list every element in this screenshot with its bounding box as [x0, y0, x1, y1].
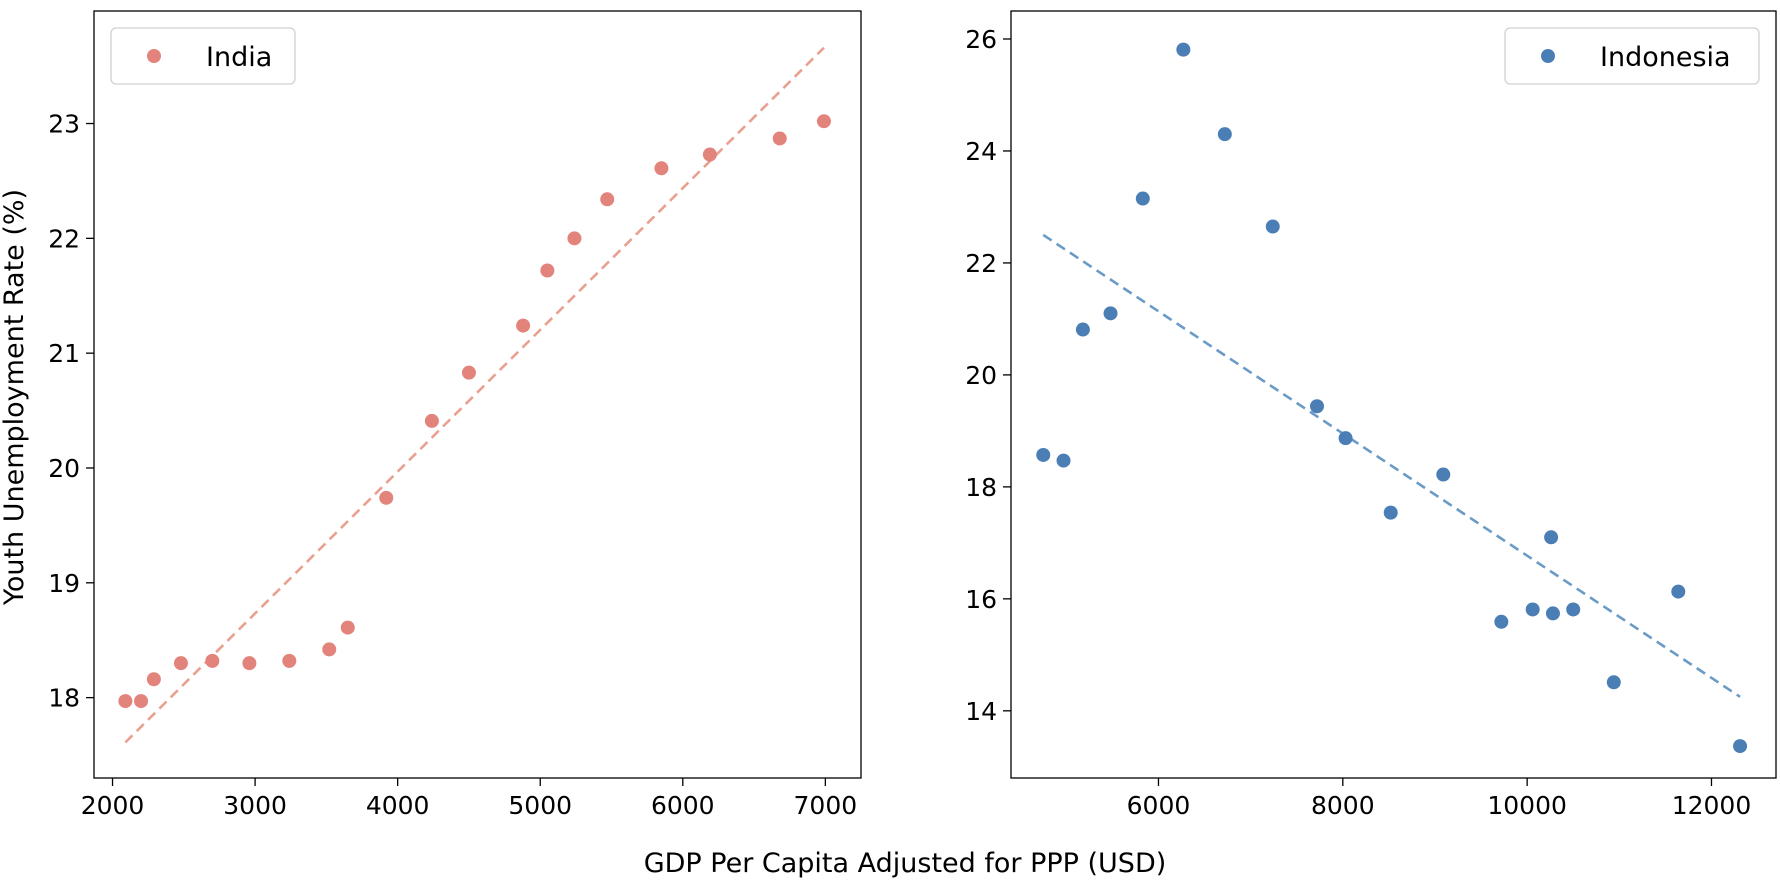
- india-y-tick-label-20: 20: [48, 454, 80, 483]
- indonesia-y-tick-label-26: 26: [965, 25, 997, 54]
- indonesia-point-6: [1176, 42, 1191, 57]
- india-point-5: [205, 653, 220, 668]
- india-point-4: [173, 656, 188, 671]
- indonesia-x-tick-label-12000: 12000: [1672, 791, 1752, 820]
- indonesia-y-tick-label-24: 24: [965, 137, 997, 166]
- india-point-8: [322, 642, 337, 657]
- india-point-12: [461, 365, 476, 380]
- india-x-tick-label-4000: 4000: [366, 791, 430, 820]
- indonesia-x-tick-label-10000: 10000: [1487, 791, 1567, 820]
- india-point-16: [600, 192, 615, 207]
- india-x-tick-label-2000: 2000: [81, 791, 145, 820]
- india-legend-box: [110, 27, 296, 85]
- india-point-15: [567, 231, 582, 246]
- indonesia-point-19: [1671, 584, 1686, 599]
- indonesia-point-12: [1436, 467, 1451, 482]
- india-y-tick-label-21: 21: [48, 339, 80, 368]
- india-point-9: [340, 620, 355, 635]
- india-y-tick-label-22: 22: [48, 224, 80, 253]
- indonesia-y-tick-label-14: 14: [965, 697, 997, 726]
- indonesia-point-8: [1265, 219, 1280, 234]
- indonesia-point-18: [1606, 675, 1621, 690]
- indonesia-point-16: [1545, 606, 1560, 621]
- indonesia-point-11: [1383, 505, 1398, 520]
- indonesia-plot-frame: [1010, 10, 1777, 779]
- indonesia-x-tick-label-8000: 8000: [1311, 791, 1375, 820]
- india-panel: 2000 3000 4000 5000 6000 7000 18 19 20 21 22 23 Indi…: [48, 10, 862, 820]
- india-point-1: [118, 694, 133, 709]
- indonesia-point-5: [1135, 191, 1150, 206]
- indonesia-point-13: [1494, 614, 1509, 629]
- indonesia-point-9: [1310, 399, 1324, 414]
- indonesia-point-3: [1075, 322, 1090, 337]
- india-legend: India: [110, 27, 296, 85]
- india-point-20: [816, 114, 831, 129]
- india-trend-line: [124, 46, 825, 744]
- indonesia-y-tick-label-22: 22: [965, 249, 997, 278]
- india-point-14: [540, 263, 555, 278]
- indonesia-y-tick-label-16: 16: [965, 585, 997, 614]
- india-point-7: [282, 653, 297, 668]
- india-legend-label: India: [206, 42, 272, 73]
- indonesia-point-2: [1056, 453, 1071, 468]
- india-x-tick-label-5000: 5000: [508, 791, 572, 820]
- indonesia-legend-box: [1504, 27, 1760, 85]
- indonesia-legend-marker: [1541, 49, 1555, 63]
- indonesia-legend-label: Indonesia: [1600, 42, 1731, 73]
- india-point-17: [654, 161, 669, 176]
- india-y-tick-label-23: 23: [48, 110, 80, 139]
- india-point-10: [379, 490, 394, 505]
- india-x-tick-label-6000: 6000: [651, 791, 715, 820]
- india-y-tick-label-19: 19: [48, 569, 80, 598]
- indonesia-y-tick-label-20: 20: [965, 361, 997, 390]
- indonesia-x-tick-label-6000: 6000: [1127, 791, 1191, 820]
- y-axis-label: Youth Unemployment Rate (%): [0, 189, 30, 606]
- indonesia-point-20: [1733, 739, 1748, 754]
- india-point-18: [702, 147, 717, 162]
- x-axis-label: GDP Per Capita Adjusted for PPP (USD): [644, 848, 1167, 879]
- indonesia-point-17: [1566, 602, 1581, 617]
- india-x-tick-label-3000: 3000: [223, 791, 287, 820]
- india-point-6: [242, 656, 257, 671]
- indonesia-point-14: [1525, 602, 1540, 617]
- indonesia-point-4: [1103, 306, 1118, 321]
- indonesia-trend-line: [1042, 233, 1741, 698]
- india-point-11: [424, 413, 439, 428]
- india-x-tick-label-7000: 7000: [794, 791, 858, 820]
- india-y-tick-label-18: 18: [48, 684, 80, 713]
- india-point-13: [516, 318, 531, 333]
- indonesia-panel: 6000 8000 10000 12000 14 16 18 20 22 24 26 Indonesi…: [965, 10, 1777, 820]
- india-point-3: [146, 672, 161, 687]
- india-point-2: [134, 694, 149, 709]
- indonesia-y-tick-label-18: 18: [965, 473, 997, 502]
- india-plot-frame: [93, 10, 862, 779]
- indonesia-point-7: [1217, 127, 1232, 142]
- indonesia-legend: Indonesia: [1504, 27, 1760, 85]
- indonesia-point-15: [1544, 530, 1559, 545]
- indonesia-point-1: [1036, 447, 1051, 462]
- indonesia-point-10: [1338, 431, 1353, 446]
- india-point-19: [772, 131, 787, 146]
- india-legend-marker: [147, 49, 161, 63]
